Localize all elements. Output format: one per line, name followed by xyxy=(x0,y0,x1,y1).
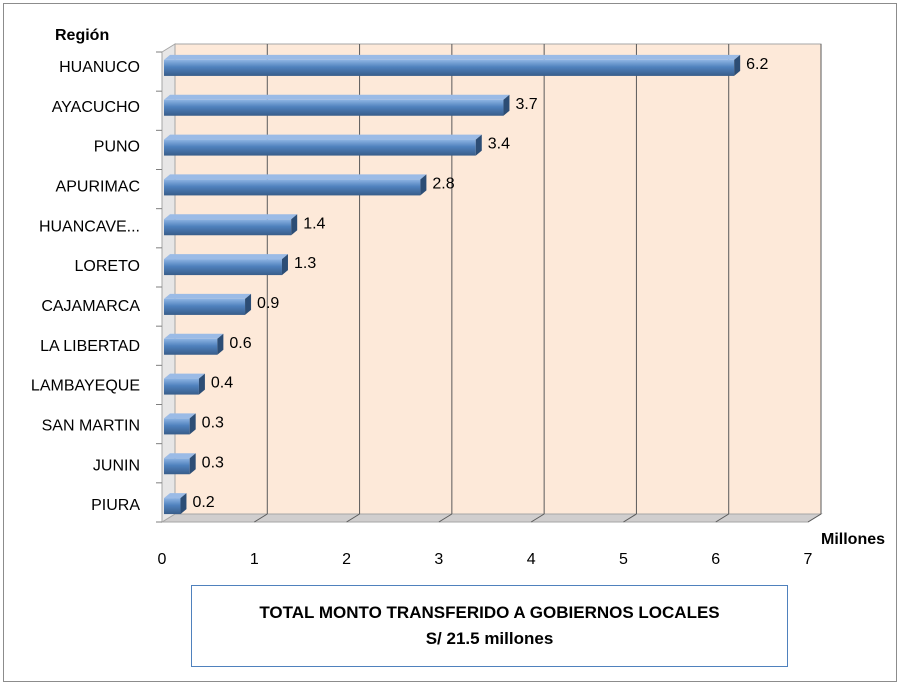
category-label: JUNIN xyxy=(93,457,140,474)
bar xyxy=(164,59,735,76)
bar-top xyxy=(164,134,482,140)
bar xyxy=(164,99,504,116)
y-axis-title: Región xyxy=(55,27,109,44)
category-label: PUNO xyxy=(94,139,140,156)
chart-title-box: TOTAL MONTO TRANSFERIDO A GOBIERNOS LOCA… xyxy=(191,585,788,667)
bar xyxy=(164,498,181,515)
category-label: AYACUCHO xyxy=(52,99,140,116)
bar xyxy=(164,259,282,276)
bar-top xyxy=(164,54,741,60)
bars xyxy=(164,54,741,515)
bar-end xyxy=(217,333,224,355)
x-tick-label: 2 xyxy=(342,551,351,568)
data-label: 6.2 xyxy=(746,56,768,73)
bar-top xyxy=(164,214,298,220)
bar-top xyxy=(164,493,187,499)
data-label: 0.3 xyxy=(202,414,224,431)
bar-end xyxy=(189,453,196,475)
plot-area xyxy=(156,43,823,523)
gridline-floor xyxy=(807,513,822,523)
x-tick-label: 1 xyxy=(250,551,259,568)
category-label: PIURA xyxy=(91,497,140,514)
x-tick-label: 3 xyxy=(434,551,443,568)
bar-end xyxy=(475,134,482,156)
category-label: LAMBAYEQUE xyxy=(31,378,140,395)
chart-title-line-2: S/ 21.5 millones xyxy=(425,629,554,648)
data-label: 1.4 xyxy=(303,215,325,232)
gridline-floor xyxy=(346,513,360,523)
bar-top xyxy=(164,453,196,459)
x-tick-label: 0 xyxy=(158,551,167,568)
x-tick-label: 5 xyxy=(619,551,628,568)
bar-end xyxy=(734,54,741,76)
bar-top xyxy=(164,293,252,299)
data-label: 0.6 xyxy=(229,335,251,352)
bar-end xyxy=(281,254,288,276)
data-label: 0.3 xyxy=(202,454,224,471)
bar-end xyxy=(245,293,252,315)
bar-end xyxy=(291,214,298,236)
bar-top xyxy=(164,254,288,260)
bar-top xyxy=(164,413,196,419)
data-label: 3.7 xyxy=(515,96,537,113)
gridline-floor xyxy=(254,513,268,523)
bar xyxy=(164,338,218,355)
x-tick-label: 6 xyxy=(711,551,720,568)
x-axis-title: Millones xyxy=(821,531,885,548)
bar xyxy=(164,139,476,156)
bar xyxy=(164,179,421,196)
data-label: 1.3 xyxy=(294,255,316,272)
bar-top xyxy=(164,94,510,100)
category-label: LA LIBERTAD xyxy=(40,338,140,355)
category-label: SAN MARTIN xyxy=(42,417,140,434)
bar xyxy=(164,378,199,395)
bar-top xyxy=(164,333,224,339)
category-label: APURIMAC xyxy=(56,178,140,195)
gridline-floor xyxy=(715,513,729,523)
data-label: 0.9 xyxy=(257,295,279,312)
bar xyxy=(164,458,190,475)
bar-end xyxy=(503,94,510,116)
gridline-floor xyxy=(438,513,453,523)
chart-title-line-1: TOTAL MONTO TRANSFERIDO A GOBIERNOS LOCA… xyxy=(259,603,720,622)
bar xyxy=(164,418,190,435)
category-label: HUANCAVE... xyxy=(39,218,140,235)
labels: 0 1 2 3 4 5 6 7 HUANUCO 6.2 AYACUCHO 3.7 PUNO 3.4 APUR… xyxy=(31,56,813,568)
bar-end xyxy=(189,413,196,435)
x-tick-label: 4 xyxy=(527,551,536,568)
gridline-floor xyxy=(623,513,637,523)
data-label: 2.8 xyxy=(432,175,454,192)
data-label: 3.4 xyxy=(488,136,510,153)
bar-end xyxy=(198,373,205,395)
category-label: CAJAMARCA xyxy=(41,298,140,315)
bar-end xyxy=(420,174,427,196)
category-label: HUANUCO xyxy=(59,59,140,76)
x-tick-label: 7 xyxy=(804,551,813,568)
bar-top xyxy=(164,174,427,180)
data-label: 0.2 xyxy=(192,494,214,511)
bar-end xyxy=(180,493,187,515)
bar xyxy=(164,219,292,236)
gridline-floor xyxy=(530,513,545,523)
data-label: 0.4 xyxy=(211,375,233,392)
bar xyxy=(164,298,246,315)
category-label: LORETO xyxy=(75,258,141,275)
bar-top xyxy=(164,373,205,379)
